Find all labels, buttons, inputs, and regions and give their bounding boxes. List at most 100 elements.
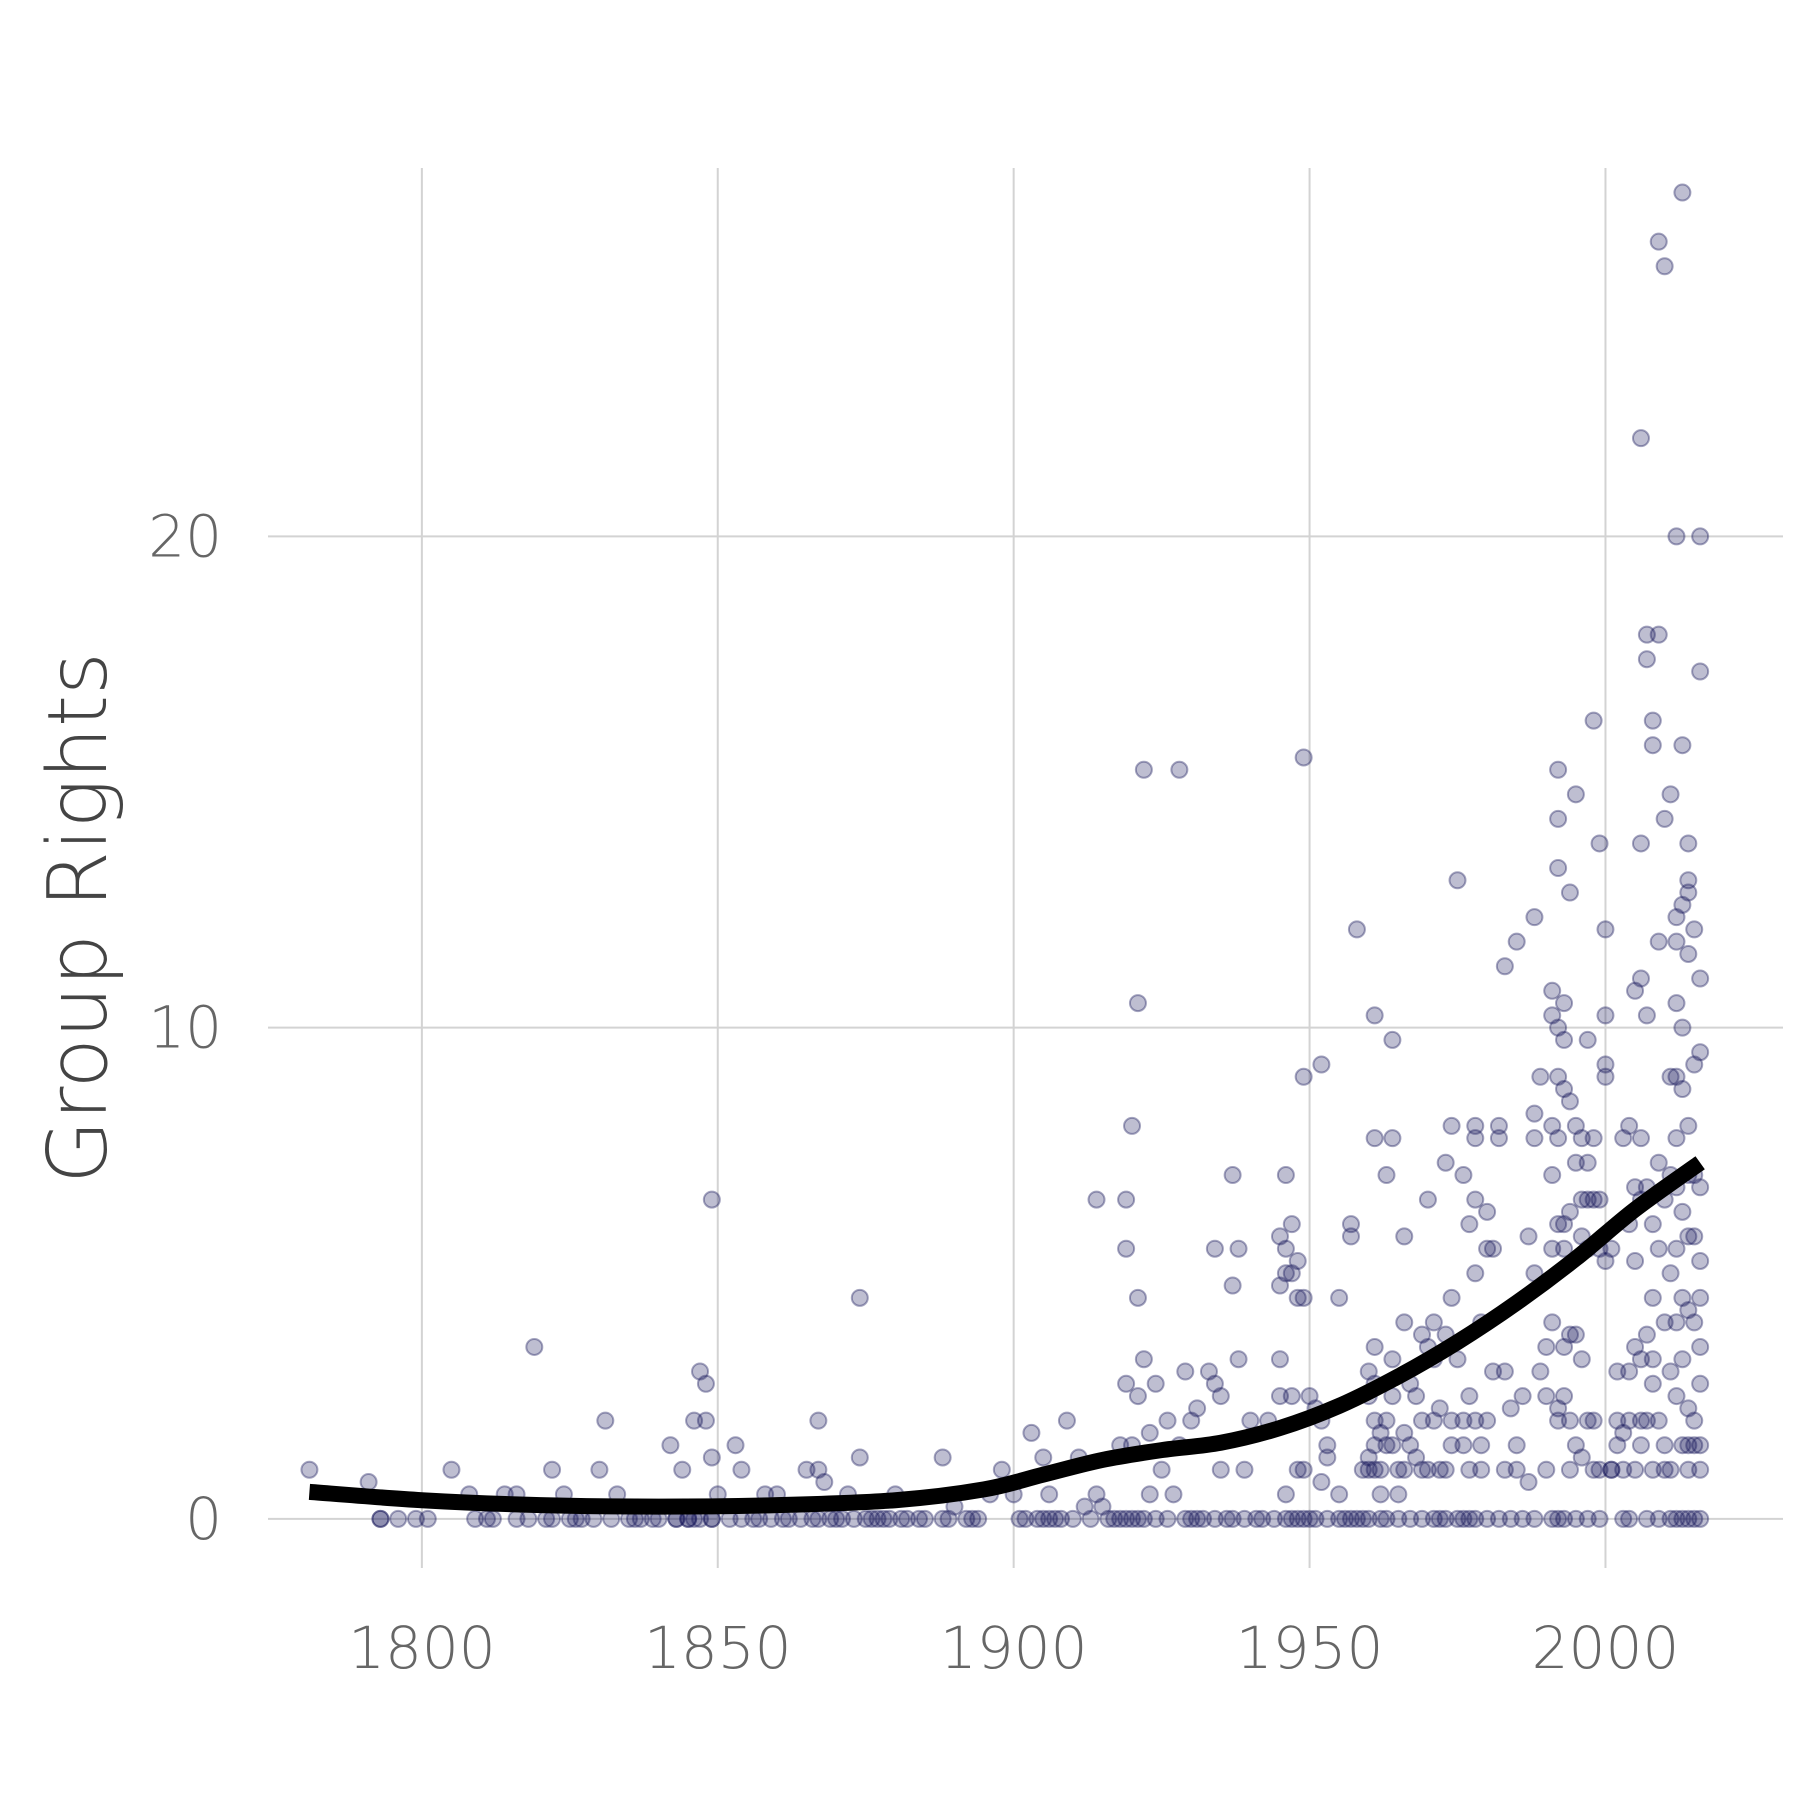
data-point: [1093, 1497, 1112, 1516]
data-point: [773, 1509, 792, 1528]
data-point: [1282, 1509, 1301, 1528]
data-point: [1383, 1436, 1402, 1455]
data-point: [1667, 1313, 1686, 1332]
data-point: [1371, 1485, 1390, 1504]
data-point: [1424, 1313, 1443, 1332]
data-point: [1395, 1313, 1414, 1332]
data-point: [1365, 1411, 1384, 1430]
data-point: [1442, 1436, 1461, 1455]
data-point: [1111, 1509, 1130, 1528]
data-point: [1365, 1460, 1384, 1479]
data-point: [809, 1411, 828, 1430]
data-point: [1685, 1509, 1704, 1528]
data-point: [673, 1460, 692, 1479]
data-point: [1199, 1362, 1218, 1381]
data-point: [1466, 1116, 1485, 1135]
data-point: [1626, 1460, 1645, 1479]
data-point: [1649, 932, 1668, 951]
data-point: [1383, 1129, 1402, 1148]
data-point: [1549, 1215, 1568, 1234]
data-point: [1667, 1509, 1686, 1528]
data-point: [1649, 625, 1668, 644]
data-point: [596, 1411, 615, 1430]
data-point: [1685, 1411, 1704, 1430]
data-point: [1555, 1387, 1574, 1406]
data-point: [1614, 1423, 1633, 1442]
data-point: [1377, 1166, 1396, 1185]
data-point: [1543, 1166, 1562, 1185]
data-point: [1401, 1509, 1420, 1528]
data-point: [1300, 1509, 1319, 1528]
data-point: [933, 1509, 952, 1528]
data-point: [1584, 1411, 1603, 1430]
data-point: [1347, 1509, 1366, 1528]
data-point: [1543, 1116, 1562, 1135]
data-point: [1572, 1190, 1591, 1209]
data-point: [1146, 1509, 1165, 1528]
data-point: [1454, 1166, 1473, 1185]
data-point: [1270, 1350, 1289, 1369]
x-tick-label: 1850: [644, 1614, 792, 1682]
data-point: [1223, 1509, 1242, 1528]
data-point: [1578, 1411, 1597, 1430]
data-point: [1478, 1239, 1497, 1258]
data-point: [1590, 1509, 1609, 1528]
data-point: [1602, 1460, 1621, 1479]
data-point: [1620, 1116, 1639, 1135]
data-point: [1667, 908, 1686, 927]
data-point: [1549, 1411, 1568, 1430]
data-point: [1353, 1460, 1372, 1479]
data-point: [1572, 1129, 1591, 1148]
data-point: [1667, 1387, 1686, 1406]
data-point: [1282, 1264, 1301, 1283]
y-tick-label: 10: [148, 994, 222, 1062]
trend-layer: [308, 1156, 1705, 1515]
data-point: [1472, 1436, 1491, 1455]
data-point: [1253, 1509, 1272, 1528]
data-point: [1679, 1116, 1698, 1135]
data-point: [1194, 1509, 1213, 1528]
data-point: [1282, 1387, 1301, 1406]
data-point: [1560, 883, 1579, 902]
data-point: [1691, 1178, 1710, 1197]
data-point: [1016, 1509, 1035, 1528]
data-point: [406, 1509, 425, 1528]
data-point: [1560, 1460, 1579, 1479]
data-point: [1235, 1460, 1254, 1479]
data-point: [1353, 1509, 1372, 1528]
data-point: [1555, 1030, 1574, 1049]
data-point: [1560, 1202, 1579, 1221]
data-point: [1318, 1436, 1337, 1455]
data-point: [1371, 1509, 1390, 1528]
data-point: [1442, 1411, 1461, 1430]
data-point: [1205, 1374, 1224, 1393]
y-tick-label: 0: [185, 1485, 222, 1553]
data-point: [1276, 1509, 1295, 1528]
data-point: [1673, 736, 1692, 755]
data-point: [525, 1337, 544, 1356]
data-point: [1365, 1337, 1384, 1356]
data-point: [1294, 1067, 1313, 1086]
data-point: [1614, 1129, 1633, 1148]
data-point: [1596, 1251, 1615, 1270]
data-point: [726, 1436, 745, 1455]
data-point: [1223, 1276, 1242, 1295]
data-point: [1371, 1423, 1390, 1442]
data-point: [1389, 1460, 1408, 1479]
data-point: [1685, 1436, 1704, 1455]
data-point: [874, 1509, 893, 1528]
data-point: [1614, 1509, 1633, 1528]
data-point: [992, 1460, 1011, 1479]
data-point: [691, 1362, 710, 1381]
data-point: [1294, 1460, 1313, 1479]
data-point: [1543, 981, 1562, 1000]
data-point: [1395, 1460, 1414, 1479]
data-point: [1276, 1239, 1295, 1258]
data-point: [1229, 1350, 1248, 1369]
data-point: [507, 1509, 526, 1528]
data-point: [685, 1411, 704, 1430]
data-point: [1140, 1485, 1159, 1504]
data-point: [1649, 1153, 1668, 1172]
y-tick-label: 20: [148, 502, 222, 570]
data-point: [1164, 1485, 1183, 1504]
